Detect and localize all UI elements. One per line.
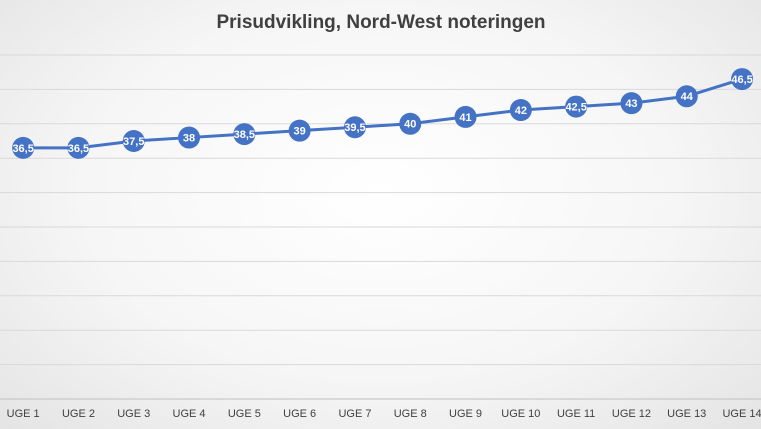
x-tick-label: UGE 6 <box>283 408 316 420</box>
x-tick-label: UGE 8 <box>394 408 427 420</box>
data-point <box>509 99 532 122</box>
data-point <box>233 123 256 146</box>
data-label: 36,5 <box>12 143 33 155</box>
data-point <box>399 112 422 135</box>
x-tick-label: UGE 12 <box>612 408 651 420</box>
x-tick-label: UGE 7 <box>338 408 371 420</box>
data-point <box>67 136 90 159</box>
data-label: 41 <box>459 112 471 124</box>
data-label: 43 <box>625 98 637 110</box>
data-label: 40 <box>404 119 416 131</box>
data-point <box>343 116 366 139</box>
data-point <box>731 68 754 91</box>
data-label: 42 <box>515 105 527 117</box>
data-label: 38,5 <box>234 129 255 141</box>
data-point <box>178 126 201 149</box>
x-tick-label: UGE 10 <box>501 408 540 420</box>
data-point <box>620 92 643 115</box>
data-point <box>122 130 145 152</box>
x-tick-label: UGE 1 <box>7 408 40 420</box>
x-tick-label: UGE 4 <box>173 408 206 420</box>
x-tick-label: UGE 11 <box>557 408 595 420</box>
x-tick-label: UGE 14 <box>722 408 761 420</box>
data-label: 39,5 <box>344 122 365 134</box>
data-label: 46,5 <box>731 74 752 86</box>
data-label: 36,5 <box>68 143 89 155</box>
data-label: 39 <box>294 126 306 138</box>
x-tick-label: UGE 5 <box>228 408 261 420</box>
data-label: 38 <box>183 132 195 144</box>
data-point <box>675 85 698 108</box>
x-tick-label: UGE 13 <box>667 408 706 420</box>
data-label: 44 <box>681 91 694 103</box>
data-label: 37,5 <box>123 136 144 148</box>
data-point <box>565 95 588 118</box>
x-tick-label: UGE 3 <box>117 408 150 420</box>
data-point <box>454 105 477 128</box>
chart-title: Prisudvikling, Nord-West noteringen <box>216 12 545 33</box>
data-point <box>288 119 311 142</box>
x-tick-label: UGE 9 <box>449 408 482 420</box>
data-label: 42,5 <box>565 102 586 114</box>
data-point <box>12 136 35 159</box>
x-tick-label: UGE 2 <box>62 408 95 420</box>
